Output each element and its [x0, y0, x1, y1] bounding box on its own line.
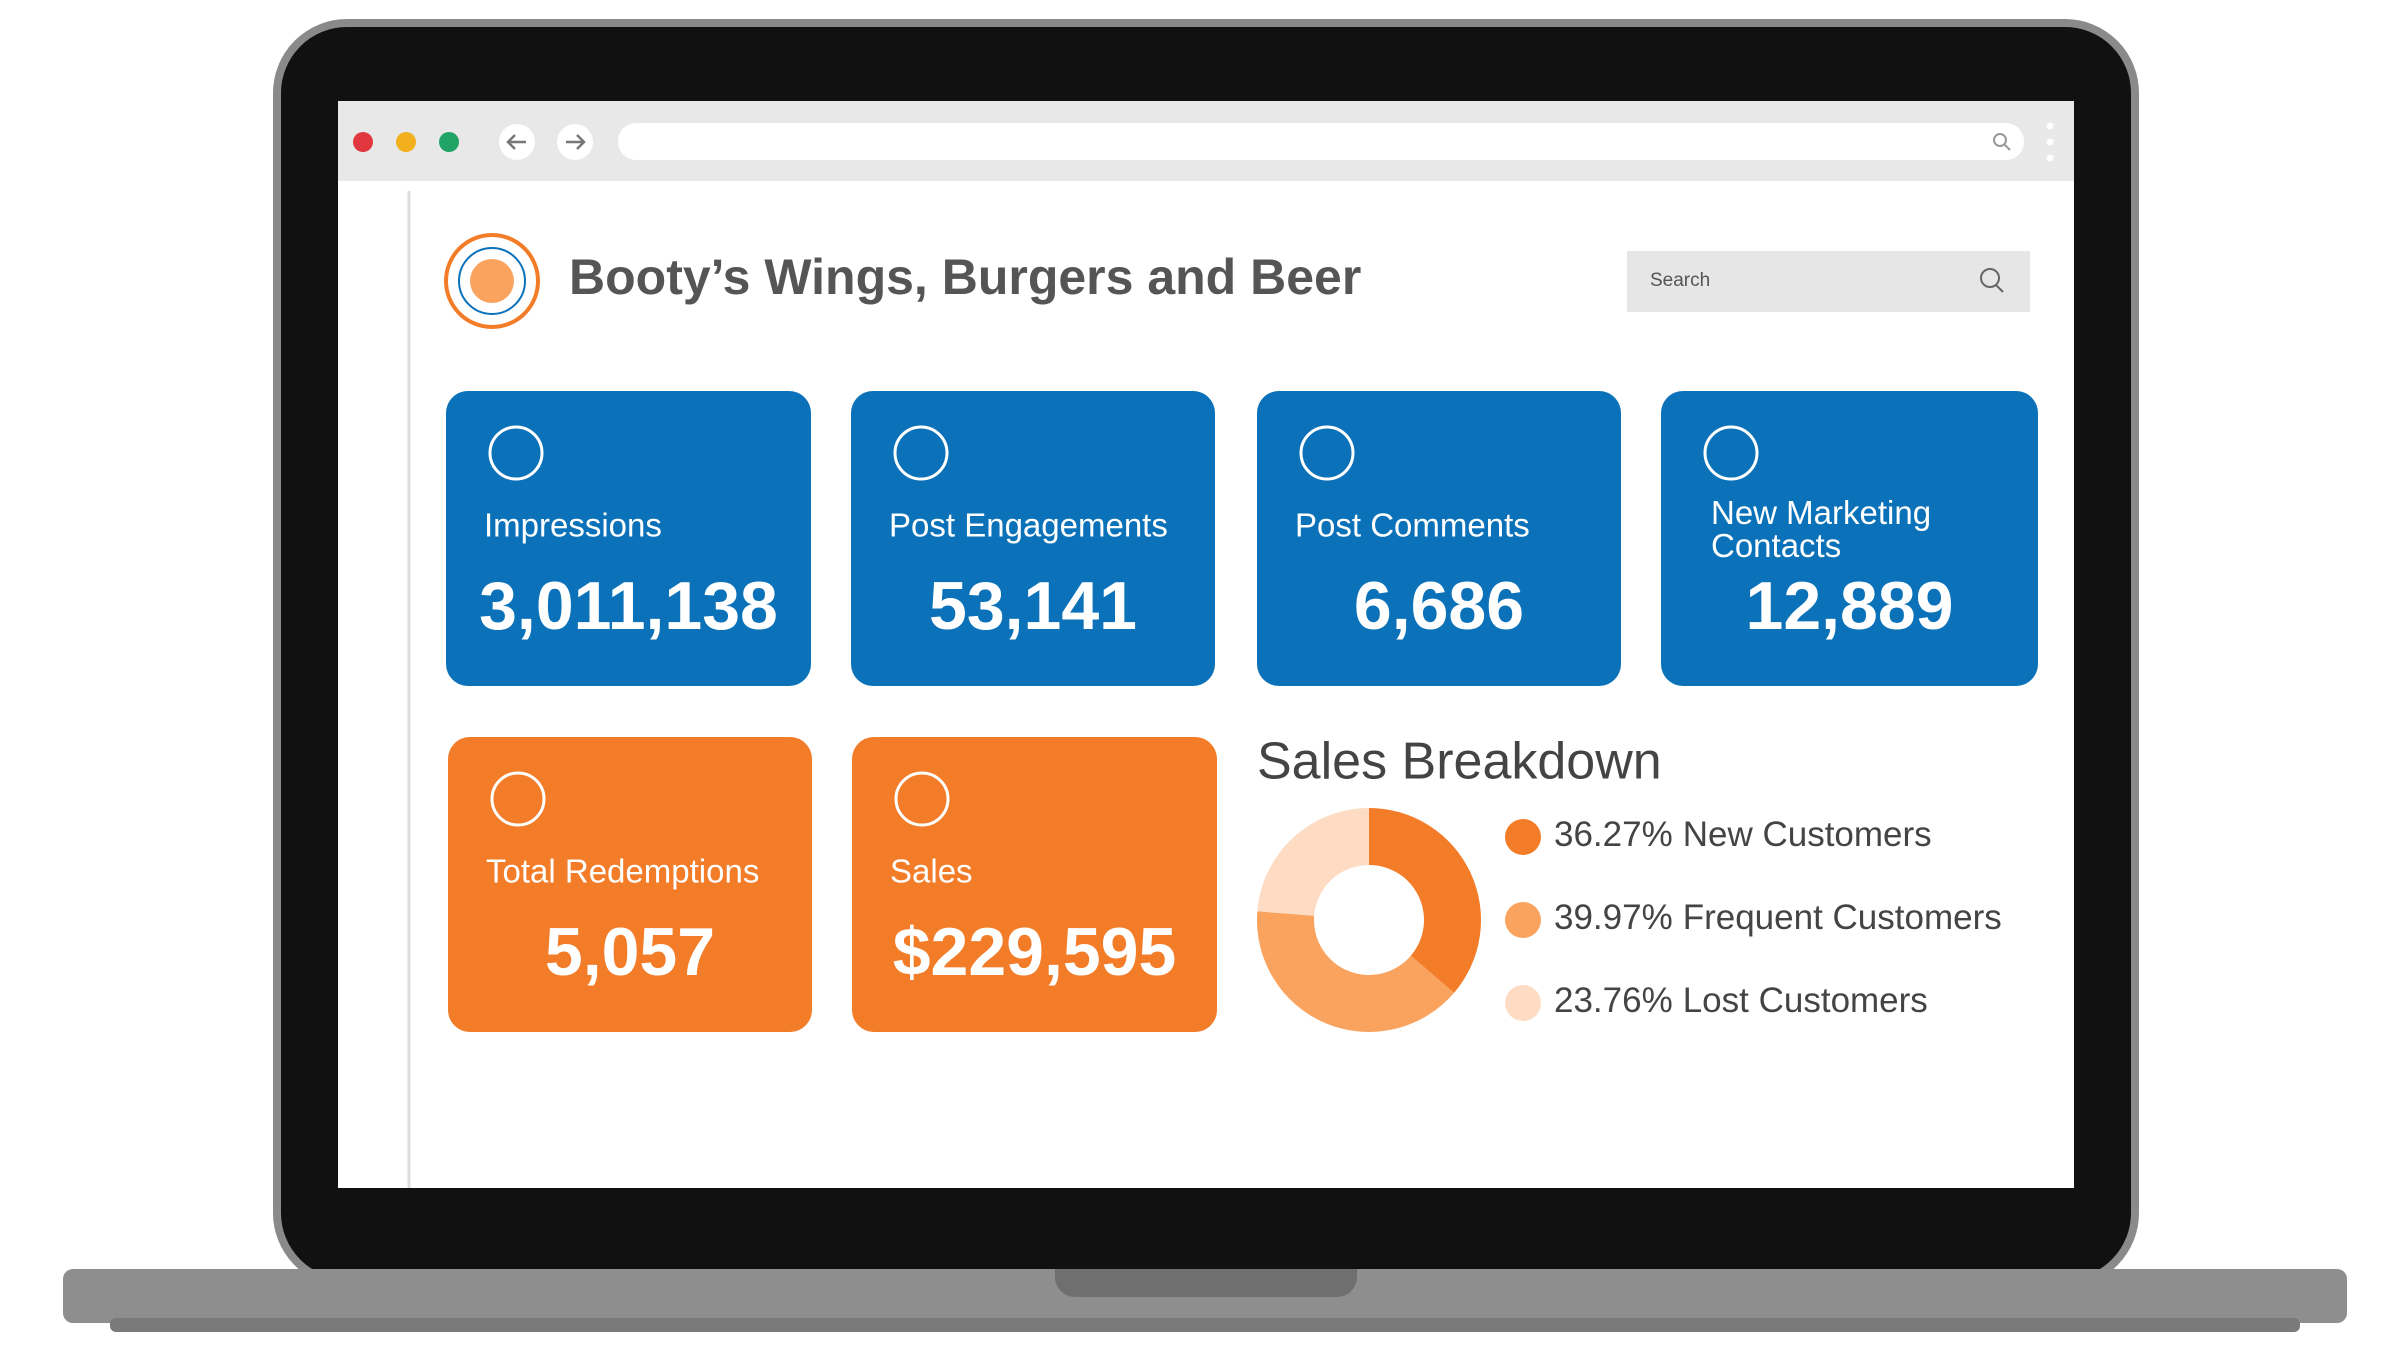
kpi-value: 3,011,138 [479, 568, 778, 644]
legend-entry: 36.27% New Customers [1554, 815, 1932, 854]
kpi-card: Total Redemptions 5,057 [448, 737, 812, 1032]
sales-breakdown: Sales Breakdown 36.27% New Customers 39.97… [1257, 733, 2002, 1033]
kpi-icon [894, 771, 950, 827]
kpi-card: Post Comments 6,686 [1257, 391, 1621, 686]
address-bar[interactable] [618, 123, 2024, 160]
back-button[interactable] [499, 124, 535, 160]
kpi-label: Sales [890, 853, 973, 890]
kpi-label: New Marketing Contacts [1711, 494, 1931, 564]
kpi-card-bg [851, 391, 1215, 686]
kpi-label: Post Comments [1295, 507, 1530, 544]
kpi-card-bg [852, 737, 1217, 1032]
window-close[interactable] [353, 132, 373, 152]
kpi-icon [1703, 425, 1759, 481]
laptop-base-shadow [110, 1318, 2300, 1332]
logo [444, 233, 540, 329]
kpi-icon [1299, 425, 1355, 481]
legend-label: Lost Customers [1683, 981, 1928, 1020]
kpi-icon [893, 425, 949, 481]
address-search-icon [1993, 133, 2011, 151]
legend-value: 23.76% [1554, 981, 1673, 1020]
legend-swatch [1505, 985, 1541, 1021]
legend-value: 36.27% [1554, 815, 1673, 854]
kpi-card: Impressions 3,011,138 [446, 391, 811, 686]
kpi-value: 12,889 [1746, 568, 1954, 644]
kpi-card-bg [446, 391, 811, 686]
legend-label: Frequent Customers [1683, 898, 2002, 937]
window-maximize[interactable] [439, 132, 459, 152]
kpi-label: Post Engagements [889, 507, 1168, 544]
kpi-cards: Impressions 3,011,138 Post Engagements 53,1… [446, 391, 2038, 1032]
kpi-card-bg [1257, 391, 1621, 686]
kpi-card-bg [448, 737, 812, 1032]
kpi-label: Impressions [484, 507, 662, 544]
kpi-icon [488, 425, 544, 481]
forward-button[interactable] [557, 124, 593, 160]
legend-entry: 39.97% Frequent Customers [1554, 898, 2002, 937]
kpi-value: 5,057 [545, 914, 715, 990]
laptop-notch [1055, 1269, 1357, 1297]
kpi-value: 53,141 [929, 568, 1137, 644]
kpi-value: 6,686 [1354, 568, 1524, 644]
kpi-icon [490, 771, 546, 827]
legend-label: New Customers [1683, 815, 1932, 854]
legend-swatch [1505, 902, 1541, 938]
kpi-card: Post Engagements 53,141 [851, 391, 1215, 686]
window-minimize[interactable] [396, 132, 416, 152]
kpi-label: Total Redemptions [486, 853, 759, 890]
legend-swatch [1505, 819, 1541, 855]
donut-slice [1369, 808, 1482, 993]
legend-value: 39.97% [1554, 898, 1673, 937]
kpi-card: Sales $229,595 [852, 737, 1217, 1032]
donut-slice [1257, 808, 1369, 916]
search-box[interactable]: Search [1627, 251, 2030, 312]
legend-entry: 23.76% Lost Customers [1554, 981, 1928, 1020]
search-placeholder: Search [1650, 270, 1710, 291]
chart-title: Sales Breakdown [1257, 733, 1662, 791]
donut-slice [1257, 911, 1455, 1033]
browser-menu[interactable] [2046, 122, 2054, 162]
kpi-value: $229,595 [893, 914, 1177, 990]
page-title: Booty’s Wings, Burgers and Beer [569, 249, 1361, 305]
